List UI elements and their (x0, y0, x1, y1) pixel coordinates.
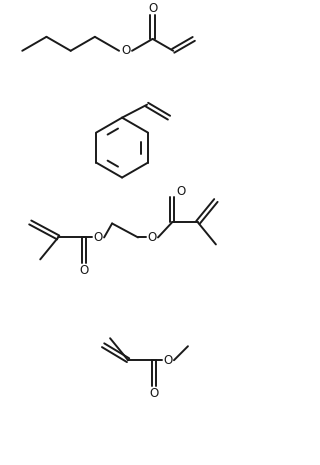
Text: O: O (163, 354, 172, 367)
Text: O: O (176, 185, 186, 198)
Text: O: O (149, 386, 159, 399)
Text: O: O (93, 231, 103, 244)
Text: O: O (148, 2, 157, 15)
Text: O: O (121, 44, 131, 57)
Text: O: O (79, 264, 89, 277)
Text: O: O (148, 231, 157, 244)
